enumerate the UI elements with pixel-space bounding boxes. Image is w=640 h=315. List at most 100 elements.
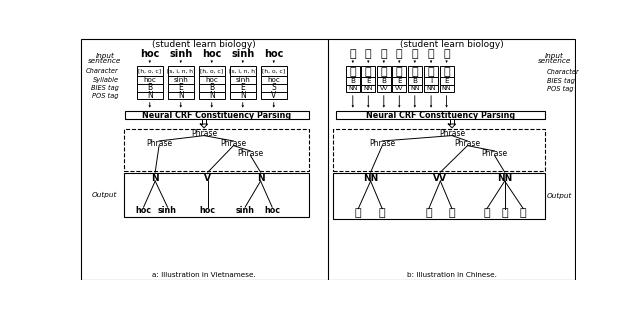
Text: 学: 学	[381, 67, 387, 77]
Bar	[392, 66, 406, 77]
Text: N: N	[147, 91, 152, 100]
Text: 习: 习	[449, 208, 455, 218]
Bar	[136, 84, 163, 92]
Text: sinh: sinh	[236, 206, 255, 215]
Text: 学: 学	[349, 67, 356, 77]
Text: Character: Character	[86, 68, 119, 74]
Bar	[424, 66, 438, 77]
Text: E: E	[179, 83, 183, 92]
Bar	[198, 92, 225, 100]
Bar	[362, 85, 375, 93]
Text: 物: 物	[428, 67, 435, 77]
Text: Phrase: Phrase	[220, 139, 246, 148]
Bar	[198, 76, 225, 84]
Text: Character: Character	[547, 69, 579, 75]
Text: E: E	[397, 78, 402, 84]
Text: a: Illustration in Vietnamese.: a: Illustration in Vietnamese.	[152, 272, 256, 278]
Bar	[260, 92, 287, 100]
Text: NN: NN	[426, 86, 436, 91]
Bar	[392, 77, 406, 85]
Text: sinh: sinh	[231, 49, 254, 59]
Bar	[260, 84, 287, 92]
Text: NN: NN	[410, 86, 420, 91]
Text: [h, o, c]: [h, o, c]	[262, 69, 285, 74]
Text: (student learn biology): (student learn biology)	[400, 40, 504, 49]
Bar	[136, 76, 163, 84]
Text: N: N	[178, 91, 184, 100]
Bar	[346, 77, 360, 85]
Text: VV: VV	[380, 86, 388, 91]
Bar	[362, 66, 375, 77]
Bar	[440, 66, 454, 77]
Bar	[333, 129, 545, 171]
Bar	[136, 92, 163, 100]
Bar	[362, 77, 375, 85]
Text: hoc: hoc	[205, 77, 218, 83]
Text: E: E	[444, 78, 449, 84]
Polygon shape	[200, 124, 208, 128]
Text: B: B	[209, 83, 214, 92]
Text: Output: Output	[92, 192, 118, 198]
Text: hoc: hoc	[264, 206, 280, 215]
Text: E: E	[366, 78, 371, 84]
Text: hoc: hoc	[143, 77, 156, 83]
Text: VV: VV	[433, 174, 447, 183]
Bar	[451, 119, 454, 124]
Polygon shape	[448, 124, 456, 128]
Text: (student learn biology): (student learn biology)	[152, 40, 256, 49]
Bar	[440, 85, 454, 93]
Text: POS tag: POS tag	[547, 86, 573, 92]
Text: sentence: sentence	[538, 58, 571, 64]
Text: Neural CRF Constituency Parsing: Neural CRF Constituency Parsing	[142, 111, 291, 120]
Text: VV: VV	[395, 86, 404, 91]
Text: Input: Input	[545, 53, 564, 59]
Bar	[168, 84, 194, 92]
Text: B: B	[381, 78, 387, 84]
Text: E: E	[241, 83, 245, 92]
Text: Phrase: Phrase	[237, 149, 264, 158]
Text: 习: 习	[396, 67, 403, 77]
Bar	[202, 119, 205, 124]
Bar	[260, 76, 287, 84]
Text: 学: 学	[355, 208, 362, 218]
Bar	[125, 111, 308, 119]
Text: POS tag: POS tag	[92, 93, 119, 99]
Text: NN: NN	[497, 174, 513, 183]
Bar	[336, 111, 545, 119]
Text: hoc: hoc	[136, 206, 152, 215]
Text: 物: 物	[501, 208, 508, 218]
Text: sinh: sinh	[169, 49, 193, 59]
Text: N: N	[209, 91, 214, 100]
Text: [h, o, c]: [h, o, c]	[200, 69, 223, 74]
Bar	[377, 77, 391, 85]
Text: b: Illustration in Chinese.: b: Illustration in Chinese.	[407, 272, 497, 278]
Text: 学: 学	[349, 49, 356, 59]
Bar	[260, 66, 287, 76]
Bar	[424, 77, 438, 85]
Text: S: S	[271, 83, 276, 92]
Text: Syllable: Syllable	[93, 77, 119, 83]
Text: 生: 生	[379, 208, 385, 218]
Bar	[392, 85, 406, 93]
Text: N: N	[257, 174, 264, 183]
Text: Neural CRF Constituency Parsing: Neural CRF Constituency Parsing	[366, 111, 515, 120]
Text: hoc: hoc	[140, 49, 159, 59]
Text: B: B	[412, 78, 417, 84]
Bar	[168, 66, 194, 76]
Text: BIES tag: BIES tag	[547, 78, 575, 84]
Bar	[346, 85, 360, 93]
Bar	[408, 77, 422, 85]
Bar	[346, 66, 360, 77]
Text: V: V	[204, 174, 211, 183]
Bar	[377, 66, 391, 77]
Text: Phrase: Phrase	[454, 139, 481, 148]
Text: 生: 生	[365, 67, 372, 77]
Text: Output: Output	[547, 192, 572, 199]
Text: [s, i, n, h]: [s, i, n, h]	[228, 69, 257, 74]
Text: Input: Input	[95, 53, 114, 59]
Bar	[124, 129, 308, 171]
Text: hoc: hoc	[200, 206, 216, 215]
Text: NN: NN	[442, 86, 451, 91]
Text: 学: 学	[381, 49, 387, 59]
Text: 学: 学	[520, 208, 527, 218]
